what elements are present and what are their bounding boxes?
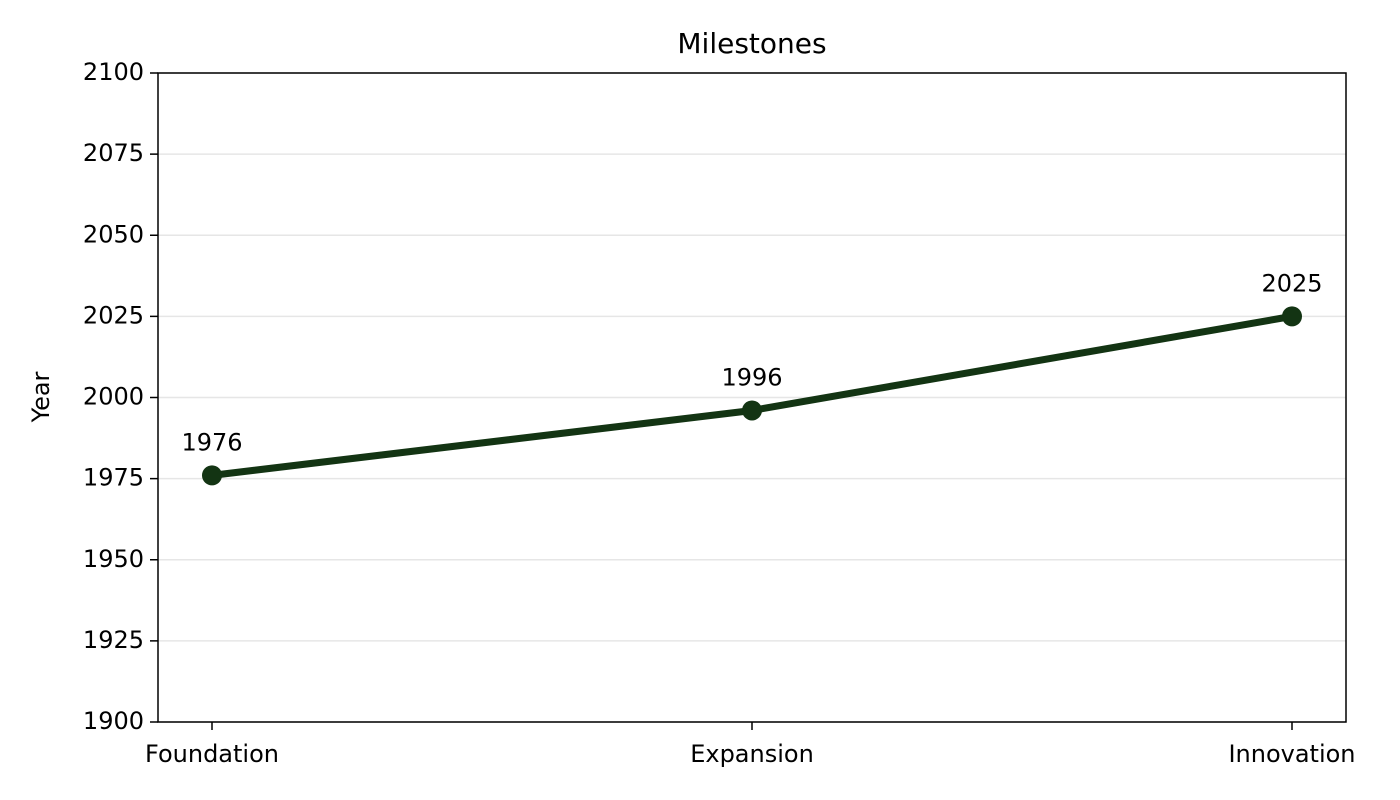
- y-tick-label: 1975: [83, 464, 144, 492]
- data-label: 2025: [1261, 269, 1322, 297]
- y-tick-label: 2025: [83, 301, 144, 329]
- marker: [1282, 306, 1302, 327]
- y-tick-label: 2100: [83, 58, 144, 86]
- y-tick-label: 1925: [83, 626, 144, 654]
- y-tick-label: 2000: [83, 383, 144, 411]
- x-tick-label: Foundation: [145, 740, 279, 768]
- marker: [202, 465, 222, 486]
- x-tick-label: Expansion: [690, 740, 814, 768]
- y-axis-label: Year: [27, 371, 55, 423]
- x-tick-label: Innovation: [1228, 740, 1355, 768]
- data-label: 1976: [181, 428, 242, 456]
- data-label: 1996: [721, 363, 782, 391]
- y-tick-label: 2075: [83, 139, 144, 167]
- y-tick-label: 1950: [83, 545, 144, 573]
- y-tick-label: 2050: [83, 220, 144, 248]
- y-tick-label: 1900: [83, 707, 144, 735]
- marker: [742, 400, 762, 421]
- chart-title: Milestones: [677, 27, 826, 60]
- line: [211, 312, 1293, 479]
